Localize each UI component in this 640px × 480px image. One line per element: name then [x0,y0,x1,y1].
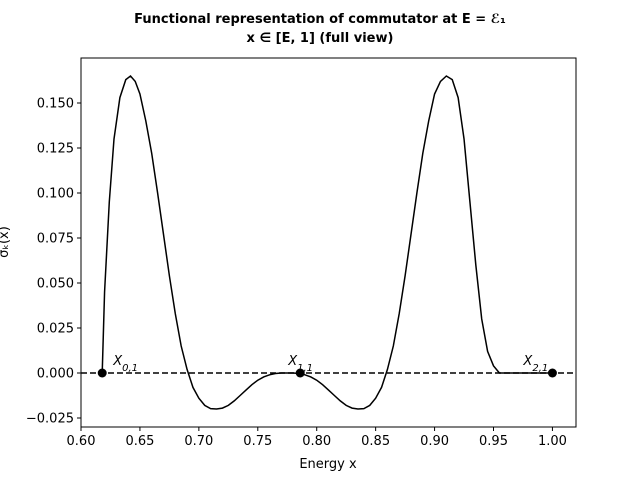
y-tick-label: 0.025 [37,322,74,337]
x-tick-label: 0.85 [361,434,390,449]
data-point-0 [97,368,107,378]
x-tick-label: 1.00 [538,434,567,449]
data-point-2 [547,368,557,378]
y-tick-label: 0.150 [37,97,74,112]
y-tick-label: 0.050 [37,277,74,292]
x-tick-label: 0.90 [420,434,449,449]
y-tick-label: −0.025 [26,412,74,427]
chart-title-line2: x ∈ [E, 1] (full view) [247,31,394,46]
y-tick-label: 0.125 [37,142,74,157]
x-tick-label: 0.95 [479,434,508,449]
x-tick-label: 0.60 [67,434,96,449]
series-line-0 [101,74,553,410]
point-annotation-2: X2,1 [522,354,548,374]
y-tick-label: 0.100 [37,187,74,202]
y-tick-label: 0.075 [37,232,74,247]
plot-layer: X0,1 X1,1 X2,1 [81,74,576,410]
point-annotation-0: X0,1 [112,354,138,374]
x-tick-label: 0.70 [184,434,213,449]
x-tick-label: 0.75 [243,434,272,449]
chart-title-line1: Functional representation of commutator … [134,12,506,27]
x-axis-label: Energy x [299,457,357,472]
y-axis-ticks: −0.025 0.000 0.025 0.050 0.075 0.100 0.125 0.15… [26,97,81,427]
y-axis-label: σₖ(x) [0,226,12,258]
plot-frame [80,57,577,428]
x-axis-ticks: 0.60 0.65 0.70 0.75 0.80 0.85 0.90 0.95 1.00 [67,427,567,449]
y-tick-label: 0.000 [37,367,74,382]
point-annotation-1: X1,1 [287,354,313,374]
x-tick-label: 0.65 [125,434,154,449]
data-point-1 [295,368,305,378]
x-tick-label: 0.80 [302,434,331,449]
